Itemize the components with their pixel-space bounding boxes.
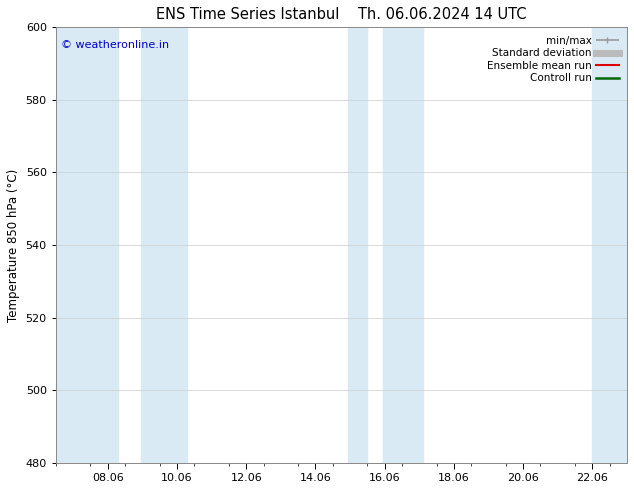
Bar: [141, 27, 187, 463]
Text: © weatheronline.in: © weatheronline.in: [61, 40, 170, 50]
Y-axis label: Temperature 850 hPa (°C): Temperature 850 hPa (°C): [7, 169, 20, 321]
Legend: min/max, Standard deviation, Ensemble mean run, Controll run: min/max, Standard deviation, Ensemble me…: [484, 32, 622, 87]
Bar: [383, 27, 423, 463]
Title: ENS Time Series Istanbul    Th. 06.06.2024 14 UTC: ENS Time Series Istanbul Th. 06.06.2024 …: [156, 7, 527, 22]
Bar: [348, 27, 367, 463]
Bar: [56, 27, 118, 463]
Bar: [592, 27, 627, 463]
